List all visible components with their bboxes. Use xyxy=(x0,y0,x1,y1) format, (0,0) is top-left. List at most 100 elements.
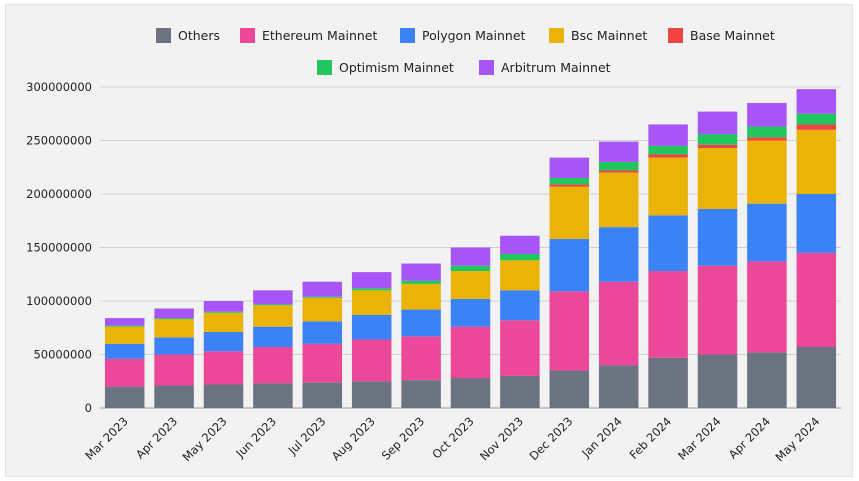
legend-item-base-mainnet[interactable]: Base Mainnet xyxy=(668,28,775,43)
legend-item-optimism-mainnet[interactable]: Optimism Mainnet xyxy=(317,60,454,75)
bar-segment-arbitrum-mainnet[interactable] xyxy=(697,111,738,135)
bar-segment-ethereum-mainnet[interactable] xyxy=(549,291,590,371)
bar-segment-others[interactable] xyxy=(351,381,392,408)
bar-segment-arbitrum-mainnet[interactable] xyxy=(549,157,590,178)
bar-segment-ethereum-mainnet[interactable] xyxy=(154,354,194,386)
bar-segment-optimism-mainnet[interactable] xyxy=(549,177,590,185)
bar-segment-bsc-mainnet[interactable] xyxy=(253,305,293,327)
bar-segment-ethereum-mainnet[interactable] xyxy=(598,281,639,366)
bar-segment-others[interactable] xyxy=(401,380,441,408)
bar-segment-others[interactable] xyxy=(598,365,639,408)
bar-segment-bsc-mainnet[interactable] xyxy=(598,172,639,228)
bar-segment-arbitrum-mainnet[interactable] xyxy=(104,318,145,326)
bar-segment-bsc-mainnet[interactable] xyxy=(302,297,343,322)
bar-segment-others[interactable] xyxy=(500,375,540,408)
bar-segment-polygon-mainnet[interactable] xyxy=(549,238,590,292)
bar-segment-polygon-mainnet[interactable] xyxy=(203,332,244,352)
bar-segment-optimism-mainnet[interactable] xyxy=(302,296,343,298)
bar-segment-ethereum-mainnet[interactable] xyxy=(697,265,738,355)
legend-item-arbitrum-mainnet[interactable]: Arbitrum Mainnet xyxy=(479,60,611,75)
bar-segment-ethereum-mainnet[interactable] xyxy=(401,336,441,381)
bar-segment-bsc-mainnet[interactable] xyxy=(450,271,491,299)
bar-segment-arbitrum-mainnet[interactable] xyxy=(351,272,392,289)
bar-segment-polygon-mainnet[interactable] xyxy=(747,203,787,262)
bar-segment-bsc-mainnet[interactable] xyxy=(203,312,244,333)
bar-segment-ethereum-mainnet[interactable] xyxy=(796,252,837,348)
bar-segment-optimism-mainnet[interactable] xyxy=(203,311,244,313)
bar-segment-arbitrum-mainnet[interactable] xyxy=(253,290,293,305)
bar-segment-polygon-mainnet[interactable] xyxy=(154,337,194,355)
bar-segment-others[interactable] xyxy=(253,383,293,408)
bar-segment-ethereum-mainnet[interactable] xyxy=(747,261,787,353)
bar-segment-optimism-mainnet[interactable] xyxy=(351,288,392,291)
bar-segment-optimism-mainnet[interactable] xyxy=(796,113,837,125)
bar-segment-arbitrum-mainnet[interactable] xyxy=(500,235,540,254)
bar-segment-bsc-mainnet[interactable] xyxy=(351,290,392,315)
bar-segment-arbitrum-mainnet[interactable] xyxy=(302,281,343,297)
bar-segment-bsc-mainnet[interactable] xyxy=(104,326,145,344)
bar-segment-polygon-mainnet[interactable] xyxy=(104,343,145,359)
bar-segment-ethereum-mainnet[interactable] xyxy=(500,320,540,376)
bar-segment-others[interactable] xyxy=(203,384,244,408)
bar-segment-arbitrum-mainnet[interactable] xyxy=(747,103,787,127)
bar-segment-arbitrum-mainnet[interactable] xyxy=(154,308,194,319)
bar-segment-base-mainnet[interactable] xyxy=(549,184,590,187)
bar-segment-polygon-mainnet[interactable] xyxy=(697,208,738,266)
bar-segment-arbitrum-mainnet[interactable] xyxy=(401,263,441,281)
bar-segment-optimism-mainnet[interactable] xyxy=(648,145,688,155)
bar-segment-polygon-mainnet[interactable] xyxy=(450,298,491,327)
bar-segment-bsc-mainnet[interactable] xyxy=(747,140,787,204)
legend-item-polygon-mainnet[interactable]: Polygon Mainnet xyxy=(400,28,526,43)
bar-segment-polygon-mainnet[interactable] xyxy=(648,215,688,272)
bar-segment-polygon-mainnet[interactable] xyxy=(351,314,392,340)
bar-segment-optimism-mainnet[interactable] xyxy=(104,325,145,327)
bar-segment-arbitrum-mainnet[interactable] xyxy=(648,124,688,146)
bar-segment-bsc-mainnet[interactable] xyxy=(796,129,837,194)
bar-segment-ethereum-mainnet[interactable] xyxy=(351,339,392,382)
bar-segment-polygon-mainnet[interactable] xyxy=(598,227,639,282)
bar-segment-ethereum-mainnet[interactable] xyxy=(302,343,343,383)
bar-segment-polygon-mainnet[interactable] xyxy=(401,309,441,337)
bar-segment-optimism-mainnet[interactable] xyxy=(747,126,787,138)
bar-segment-ethereum-mainnet[interactable] xyxy=(648,271,688,358)
bar-segment-base-mainnet[interactable] xyxy=(598,170,639,173)
bar-segment-polygon-mainnet[interactable] xyxy=(796,194,837,253)
bar-segment-arbitrum-mainnet[interactable] xyxy=(598,141,639,162)
bar-segment-ethereum-mainnet[interactable] xyxy=(203,351,244,385)
bar-segment-others[interactable] xyxy=(154,385,194,408)
bar-segment-others[interactable] xyxy=(302,382,343,408)
bar-segment-arbitrum-mainnet[interactable] xyxy=(203,301,244,312)
bar-segment-optimism-mainnet[interactable] xyxy=(450,265,491,272)
legend-item-others[interactable]: Others xyxy=(156,28,220,43)
bar-segment-arbitrum-mainnet[interactable] xyxy=(450,247,491,266)
bar-segment-base-mainnet[interactable] xyxy=(697,144,738,148)
bar-segment-optimism-mainnet[interactable] xyxy=(154,318,194,320)
bar-segment-ethereum-mainnet[interactable] xyxy=(450,326,491,379)
bar-segment-base-mainnet[interactable] xyxy=(648,154,688,158)
bar-segment-optimism-mainnet[interactable] xyxy=(598,161,639,171)
legend-item-ethereum-mainnet[interactable]: Ethereum Mainnet xyxy=(240,28,377,43)
bar-segment-others[interactable] xyxy=(796,347,837,408)
bar-segment-base-mainnet[interactable] xyxy=(796,124,837,130)
bar-segment-optimism-mainnet[interactable] xyxy=(500,253,540,261)
bar-segment-polygon-mainnet[interactable] xyxy=(253,326,293,348)
bar-segment-bsc-mainnet[interactable] xyxy=(549,186,590,239)
bar-segment-optimism-mainnet[interactable] xyxy=(253,304,293,306)
bar-segment-others[interactable] xyxy=(104,386,145,408)
bar-segment-optimism-mainnet[interactable] xyxy=(697,134,738,145)
bar-segment-others[interactable] xyxy=(450,378,491,408)
bar-segment-others[interactable] xyxy=(648,357,688,408)
bar-segment-bsc-mainnet[interactable] xyxy=(500,260,540,291)
legend-item-bsc-mainnet[interactable]: Bsc Mainnet xyxy=(549,28,647,43)
bar-segment-bsc-mainnet[interactable] xyxy=(648,157,688,216)
bar-segment-optimism-mainnet[interactable] xyxy=(401,280,441,284)
bar-segment-bsc-mainnet[interactable] xyxy=(401,283,441,310)
bar-segment-ethereum-mainnet[interactable] xyxy=(253,347,293,384)
bar-segment-others[interactable] xyxy=(549,370,590,408)
bar-segment-polygon-mainnet[interactable] xyxy=(500,290,540,321)
bar-segment-others[interactable] xyxy=(747,352,787,408)
bar-segment-bsc-mainnet[interactable] xyxy=(697,147,738,209)
bar-segment-bsc-mainnet[interactable] xyxy=(154,319,194,338)
bar-segment-base-mainnet[interactable] xyxy=(747,137,787,141)
bar-segment-arbitrum-mainnet[interactable] xyxy=(796,89,837,114)
